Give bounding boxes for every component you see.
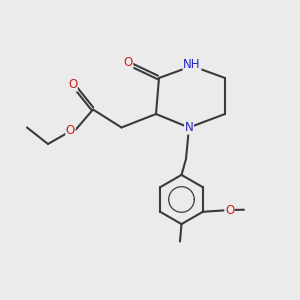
Text: O: O [68,78,77,91]
Text: O: O [225,204,234,217]
Text: O: O [66,124,75,137]
Text: O: O [124,56,133,69]
Text: N: N [184,121,194,134]
Text: NH: NH [183,58,201,71]
